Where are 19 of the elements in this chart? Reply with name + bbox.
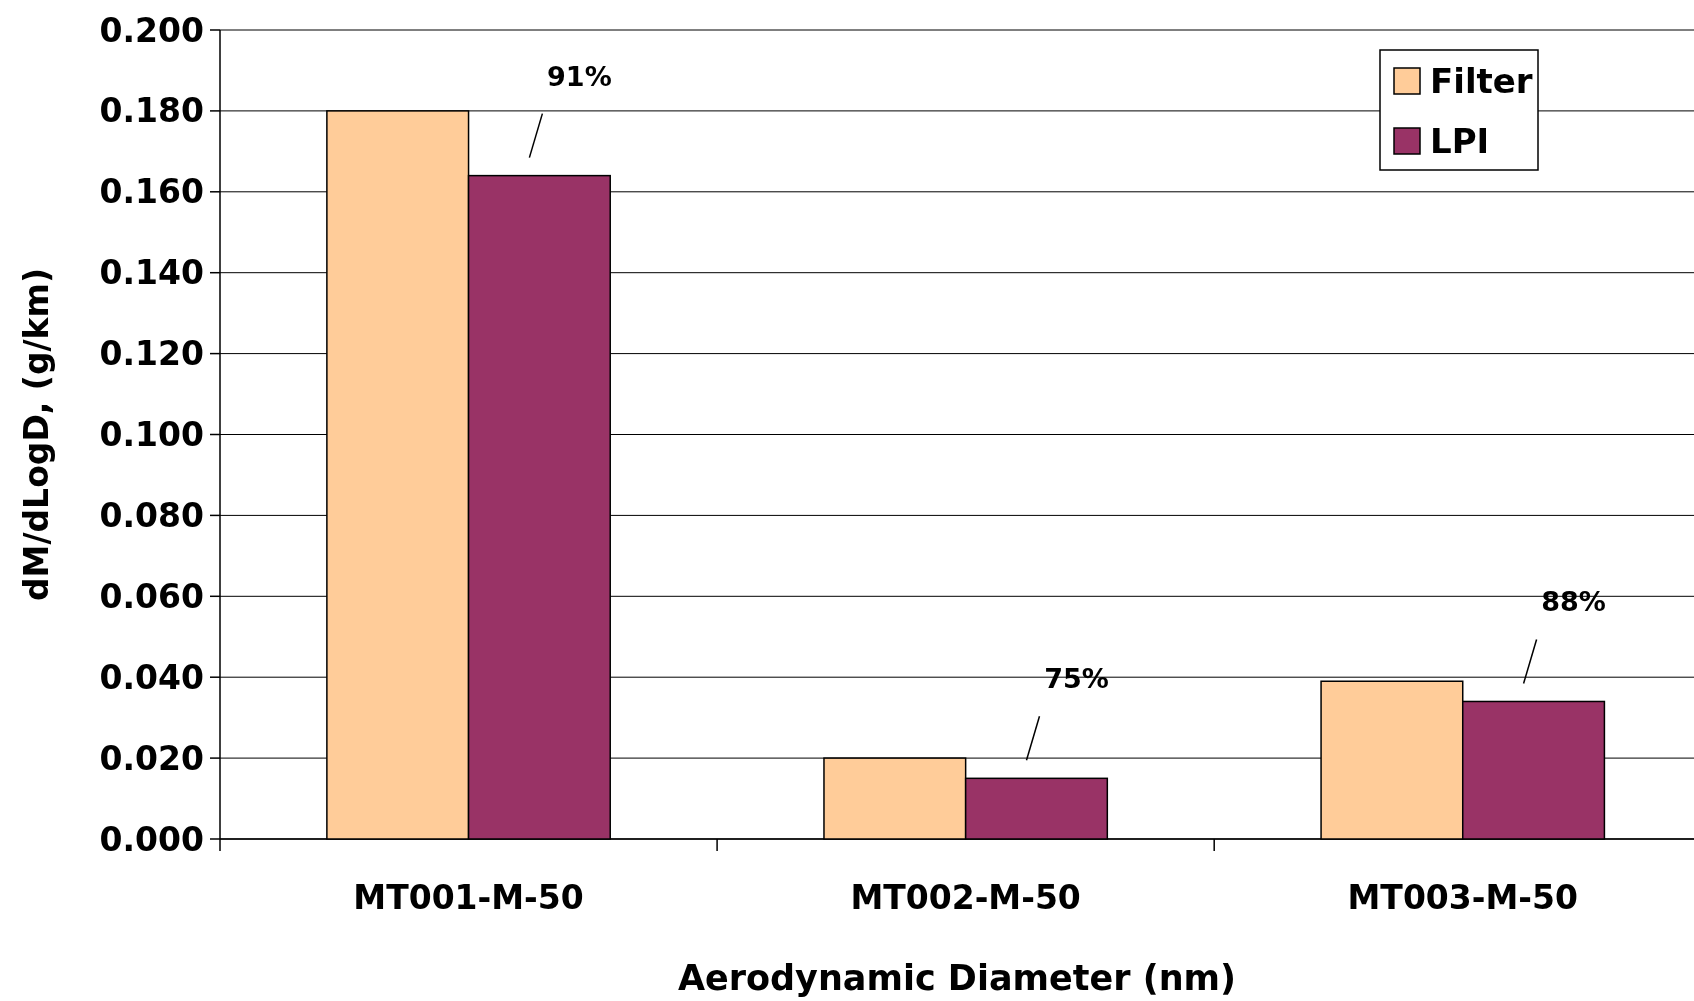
y-tick-label: 0.100 [99,415,204,454]
x-tick-label: MT001-M-50 [353,878,584,917]
legend-label: LPI [1430,121,1490,161]
y-axis-title: dM/dLogD, (g/km) [17,267,56,602]
x-axis-title: Aerodynamic Diameter (nm) [677,958,1237,998]
legend-label: Filter [1430,61,1533,101]
y-tick-label: 0.160 [99,172,204,212]
x-tick-label: MT002-M-50 [850,878,1081,917]
y-tick-label: 0.020 [99,738,204,778]
y-tick-label: 0.140 [99,253,204,293]
x-tick-label: MT003-M-50 [1347,878,1578,917]
y-tick-label: 0.120 [99,334,204,374]
y-tick-label: 0.180 [99,91,204,131]
annotation: 91% [547,60,612,92]
y-tick-label: 0.000 [99,819,204,859]
y-tick-label: 0.200 [99,10,204,50]
y-tick-label: 0.040 [99,657,204,697]
y-tick-label: 0.060 [99,576,204,616]
y-tick-label: 0.080 [99,495,204,535]
